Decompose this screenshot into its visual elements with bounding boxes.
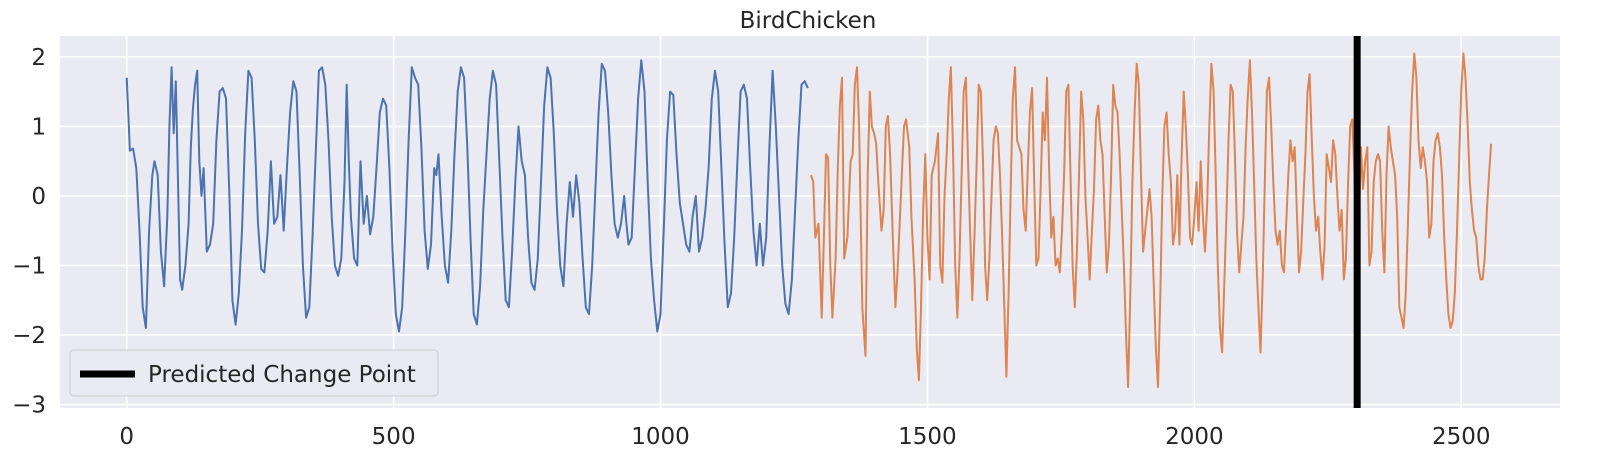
- x-tick-label: 2500: [1432, 424, 1491, 450]
- y-tick-label: −3: [12, 393, 46, 419]
- y-tick-label: 0: [31, 184, 46, 210]
- x-tick-label: 1500: [898, 424, 957, 450]
- legend: Predicted Change Point: [69, 349, 439, 397]
- x-tick-label: 500: [372, 424, 416, 450]
- tick-labels: 0 500 1000 1500 2000 2500 2 1 0 −1 −2 −3: [12, 45, 1490, 450]
- series-line-2: [810, 52, 1493, 389]
- legend-label-change-point: Predicted Change Point: [148, 362, 416, 388]
- y-tick-label: 2: [31, 45, 46, 71]
- series-line-1: [125, 59, 809, 333]
- y-tick-label: −1: [12, 253, 46, 279]
- y-tick-label: 1: [31, 114, 46, 140]
- x-tick-label: 0: [119, 424, 134, 450]
- x-tick-label: 2000: [1165, 424, 1224, 450]
- grid-layer: [60, 36, 1560, 408]
- y-tick-label: −2: [12, 323, 46, 349]
- series-layer: [125, 52, 1493, 389]
- chart-title: BirdChicken: [740, 8, 877, 34]
- legend-box: [69, 349, 439, 397]
- x-tick-label: 1000: [631, 424, 690, 450]
